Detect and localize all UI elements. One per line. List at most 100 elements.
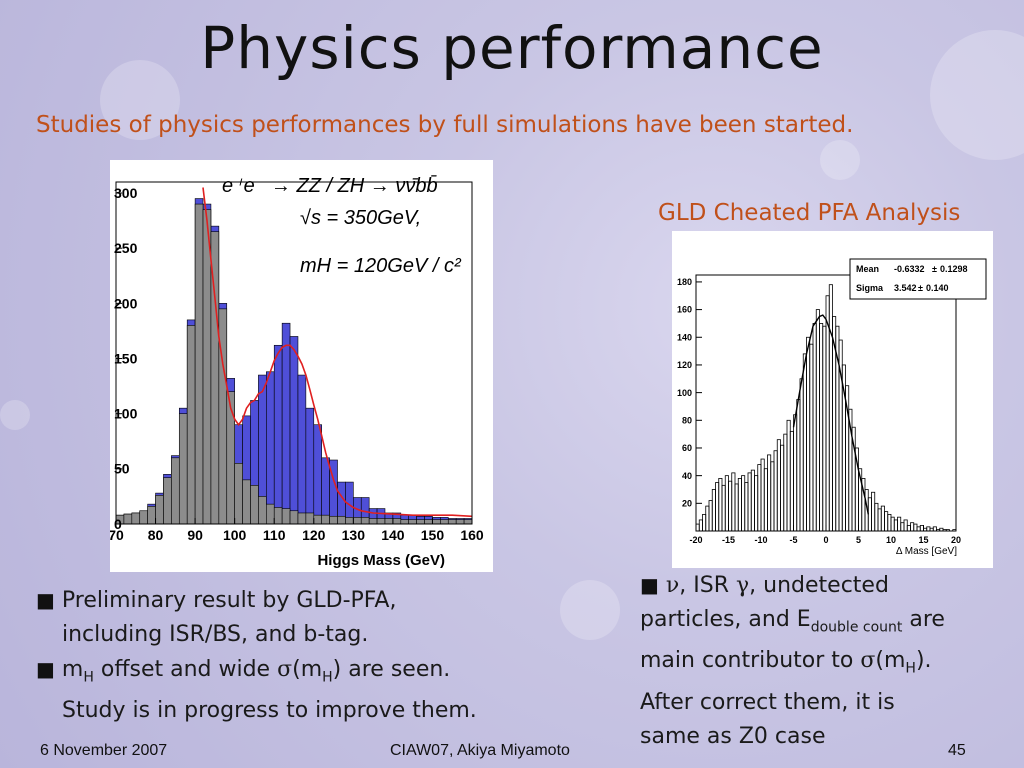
hist-bar	[767, 454, 772, 532]
background-bubble	[100, 60, 180, 140]
hist-bar-background	[416, 519, 425, 525]
hist-bar	[711, 489, 716, 532]
bullet-square-icon: ■	[36, 588, 55, 612]
y-tick-label: 150	[114, 350, 138, 366]
hist-bar	[802, 353, 807, 532]
fit-curve	[792, 314, 869, 515]
hist-bar-background	[447, 519, 457, 525]
x-tick-label: 100	[223, 527, 247, 543]
hist-bar	[793, 414, 798, 532]
gamma-symbol: γ	[736, 573, 750, 598]
hist-bar-background	[123, 513, 133, 525]
bullet-text: main contributor to	[640, 648, 861, 674]
hist-bar-background	[353, 517, 362, 525]
stats-mean-label: Mean	[856, 264, 879, 274]
x-tick-label: -20	[689, 535, 702, 545]
subscript: H	[83, 669, 94, 686]
hist-bar-background	[171, 457, 180, 525]
stats-sigma-pm: ±	[918, 283, 923, 293]
hist-bar	[871, 491, 876, 532]
hist-bar	[734, 483, 739, 532]
hist-bar-background	[297, 512, 307, 525]
x-axis-label: Higgs Mass (GeV)	[317, 552, 445, 569]
hist-bar-background	[329, 515, 338, 525]
background-bubble	[560, 580, 620, 640]
fit-curve	[202, 187, 473, 518]
bullet-line: main contributor to σ(mH).	[640, 644, 1020, 685]
x-tick-label: 120	[302, 527, 326, 543]
background-bubble	[930, 30, 1024, 160]
y-tick-label: 40	[682, 471, 692, 481]
bullet-line: particles, and Edouble count are	[640, 603, 1020, 644]
stats-sigma-error: 0.140	[926, 283, 949, 293]
y-tick-label: 120	[677, 360, 692, 370]
hist-bar	[932, 526, 937, 532]
hist-bar	[874, 502, 879, 532]
hist-bar	[715, 482, 720, 532]
annotation-line-2: √s = 350GeV,	[300, 207, 421, 229]
hist-bar	[724, 475, 729, 532]
hist-bar	[828, 284, 833, 532]
hist-bar	[773, 450, 778, 532]
x-tick-label: -15	[722, 535, 735, 545]
hist-bar	[783, 433, 788, 532]
bullet-text: (m	[292, 657, 323, 682]
y-tick-label: 300	[114, 185, 138, 201]
x-tick-label: 110	[263, 527, 286, 543]
hist-bar	[884, 511, 889, 532]
plot-frame	[115, 181, 473, 525]
hist-bar	[822, 325, 827, 532]
x-tick-label: 5	[856, 535, 861, 545]
hist-bar-background	[384, 518, 394, 525]
hist-bar	[721, 484, 726, 532]
bullet-text: Preliminary result by GLD-PFA,	[61, 588, 397, 613]
x-tick-label: 0	[823, 535, 828, 545]
sigma-symbol: σ	[860, 648, 876, 674]
hist-bar-background	[424, 519, 433, 525]
hist-bar	[815, 309, 820, 532]
stats-mean-pm: ±	[932, 264, 937, 274]
bullet-item: ■ Preliminary result by GLD-PFA,	[36, 583, 576, 618]
hist-bar-background	[408, 519, 417, 525]
hist-bar-background	[376, 518, 386, 525]
x-tick-label: 10	[886, 535, 896, 545]
hist-bar	[916, 526, 921, 532]
hist-bar-background	[155, 495, 164, 525]
hist-bar	[877, 508, 882, 532]
x-tick-label: 140	[381, 527, 405, 543]
bullet-text: particles, and E	[640, 607, 811, 632]
hist-bar	[757, 464, 762, 532]
hist-bar	[718, 478, 723, 532]
y-tick-label: 0	[114, 516, 122, 532]
higgs-mass-chart-svg: 70 80 90 100 110 120 130 140 150 160 0 50 100 150 200 2…	[108, 174, 484, 569]
left-bullet-list: ■ Preliminary result by GLD-PFA, includi…	[36, 583, 576, 728]
hist-bar	[926, 526, 931, 532]
process-annotation: e⁺e⁻ → ZZ / ZH → νν̄bb̄ √s = 350GeV, mH …	[222, 174, 462, 277]
y-tick-label: 50	[114, 461, 130, 477]
hist-bar-background	[440, 519, 449, 525]
x-tick-label: 130	[342, 527, 366, 543]
hist-bar-total	[273, 344, 283, 525]
x-tick-label: 80	[148, 527, 164, 543]
sigma-symbol: σ	[277, 657, 293, 682]
bullet-item: ■ ν, ISR γ, undetected	[640, 568, 1020, 603]
hist-bar-total	[289, 336, 299, 525]
stats-box: Mean -0.6332 ± 0.1298 Sigma 3.542 ± 0.14…	[849, 258, 987, 300]
hist-bar-background	[178, 413, 188, 525]
hist-bar	[702, 513, 707, 532]
hist-bar	[705, 505, 710, 532]
hist-bar	[708, 500, 713, 532]
x-tick-label: 150	[421, 527, 445, 543]
hist-bar	[903, 519, 908, 532]
hist-bar	[809, 343, 814, 532]
higgs-mass-chart: 70 80 90 100 110 120 130 140 150 160 0 50 100 150 200 2…	[108, 160, 493, 572]
hist-bar-background	[345, 517, 354, 525]
bullet-square-icon: ■	[36, 657, 55, 681]
bullet-text: are	[902, 607, 945, 632]
bullet-text: , undetected	[749, 573, 889, 598]
hist-bar-background	[360, 517, 370, 525]
hist-bar	[747, 472, 752, 532]
footer-page-number: 45	[948, 742, 966, 759]
hist-bar	[754, 475, 759, 532]
bullet-text: offset and wide	[93, 657, 278, 682]
